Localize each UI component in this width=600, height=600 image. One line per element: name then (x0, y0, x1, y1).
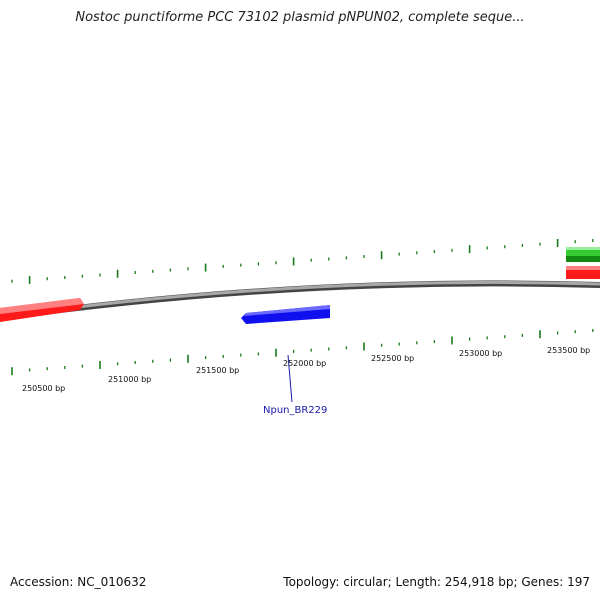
scale-label-251000: 251000 bp (108, 375, 151, 384)
sequence-backbone-highlight (0, 280, 600, 319)
reverse-blue-feature[interactable] (241, 305, 330, 324)
gene-label-connector (287, 354, 293, 403)
scale-label-253000: 253000 bp (459, 349, 502, 358)
forward-red-feature-left[interactable] (0, 298, 84, 322)
forward-green-feature-1[interactable] (566, 247, 600, 256)
scale-label-253500: 253500 bp (547, 346, 590, 355)
gene-label-npun-br229[interactable]: Npun_BR229 (263, 405, 327, 416)
scale-labels: 250500 bp 251000 bp 251500 bp 252000 bp … (22, 346, 590, 393)
topology-summary: Topology: circular; Length: 254,918 bp; … (283, 575, 590, 589)
map-title: Nostoc punctiforme PCC 73102 plasmid pNP… (75, 10, 525, 25)
inner-tick-row (11, 329, 594, 376)
scale-label-251500: 251500 bp (196, 366, 239, 375)
forward-red-feature-right[interactable] (566, 266, 600, 279)
scale-label-252000: 252000 bp (283, 359, 326, 368)
outer-tick-row (11, 239, 594, 284)
accession-text: Accession: NC_010632 (10, 575, 147, 589)
scale-label-250500: 250500 bp (22, 384, 65, 393)
forward-green-feature-2[interactable] (566, 256, 600, 262)
scale-label-252500: 252500 bp (371, 354, 414, 363)
